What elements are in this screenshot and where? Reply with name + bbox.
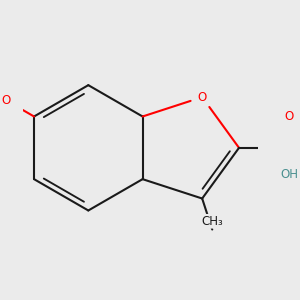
Text: OH: OH	[281, 168, 299, 181]
Text: CH₃: CH₃	[201, 215, 223, 228]
Text: O: O	[285, 110, 294, 123]
Text: O: O	[197, 91, 207, 103]
Text: O: O	[1, 94, 10, 107]
